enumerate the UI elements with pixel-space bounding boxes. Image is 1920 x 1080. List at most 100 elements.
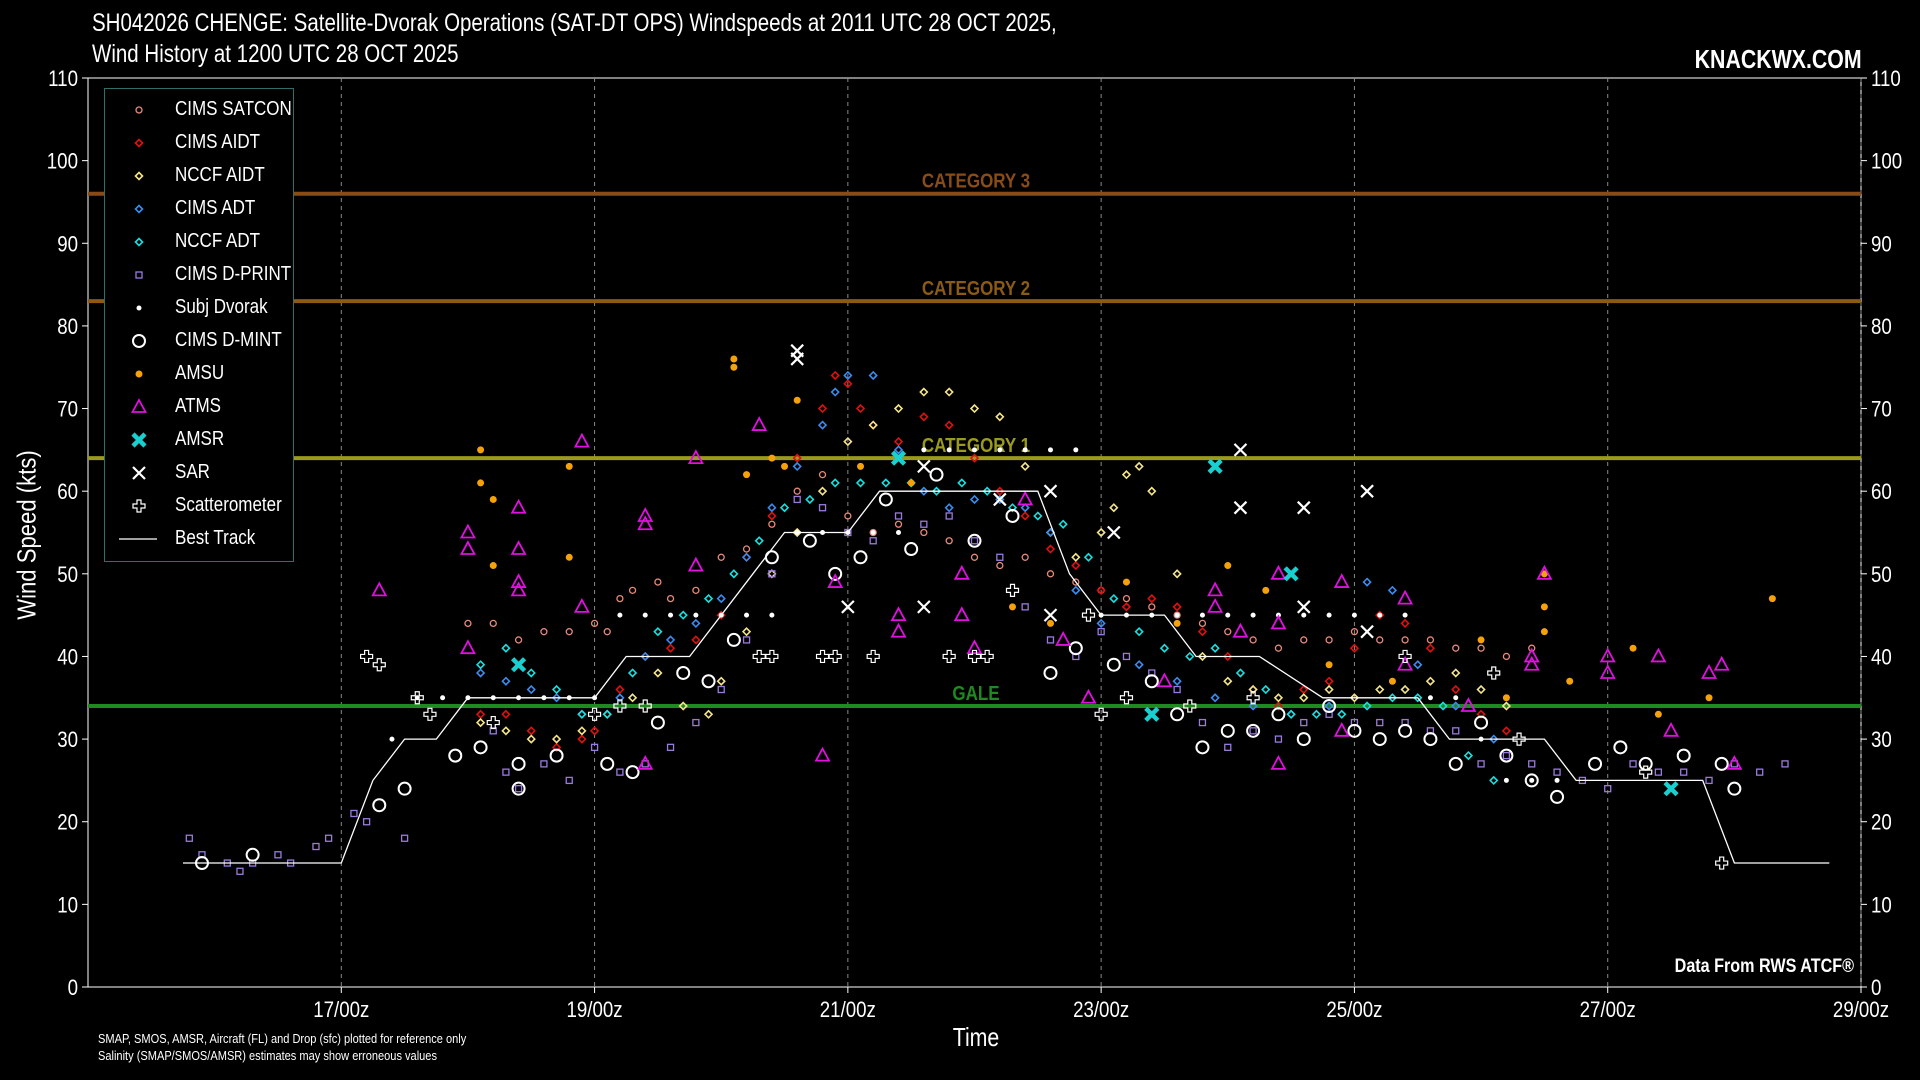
data-point	[1173, 619, 1181, 627]
data-point	[1195, 740, 1210, 755]
data-point	[1613, 740, 1628, 755]
data-point	[1072, 578, 1080, 586]
data-point	[917, 459, 931, 474]
data-point	[642, 612, 648, 618]
data-point	[1715, 856, 1729, 870]
data-point	[741, 552, 752, 562]
data-point	[730, 355, 738, 363]
data-point	[475, 717, 486, 728]
data-point	[615, 693, 625, 703]
y-tick-label-left: 40	[57, 646, 78, 670]
data-point	[577, 709, 587, 719]
data-point	[1487, 666, 1501, 680]
data-point	[1172, 676, 1182, 686]
data-point	[1337, 709, 1347, 719]
data-point	[1197, 627, 1208, 637]
data-point	[792, 453, 802, 463]
data-point	[996, 553, 1004, 561]
data-point	[907, 479, 915, 487]
legend-marker	[134, 237, 144, 247]
data-point	[1638, 756, 1653, 771]
data-point	[919, 486, 929, 496]
data-point	[764, 550, 779, 565]
data-point	[953, 564, 970, 580]
data-point	[691, 635, 701, 645]
data-point	[245, 847, 260, 862]
data-point	[1499, 748, 1514, 763]
y-tick-label-left: 90	[57, 233, 78, 257]
data-point	[549, 748, 564, 763]
data-point	[752, 649, 766, 664]
series-nccf-aidt	[475, 387, 1512, 744]
data-point	[489, 619, 497, 628]
series-amsu	[477, 355, 1776, 718]
data-point	[793, 495, 801, 504]
data-point	[857, 462, 865, 470]
data-point	[1058, 519, 1068, 529]
data-point	[904, 542, 919, 557]
data-point	[1207, 597, 1224, 613]
data-point	[459, 523, 476, 539]
data-point	[1326, 612, 1332, 618]
legend-symbol-icon	[135, 106, 143, 114]
data-point	[501, 709, 511, 719]
data-point	[573, 432, 590, 448]
data-point	[1524, 773, 1539, 788]
data-point	[371, 581, 388, 597]
data-point	[1301, 612, 1307, 618]
data-point	[1349, 693, 1360, 703]
data-point	[1650, 647, 1667, 663]
data-point	[768, 454, 776, 462]
data-point	[896, 530, 902, 535]
data-point	[969, 494, 980, 505]
data-point	[1324, 676, 1334, 686]
data-point	[1512, 732, 1526, 746]
data-point	[501, 643, 511, 653]
data-point	[1377, 612, 1383, 618]
data-point	[565, 776, 573, 785]
data-point	[1529, 777, 1535, 783]
legend-symbol-icon	[134, 237, 144, 247]
brand-label: KNACKWX.COM	[1695, 44, 1862, 74]
data-point	[921, 447, 927, 453]
data-point	[1402, 612, 1408, 618]
data-point	[1451, 684, 1461, 695]
data-point	[1283, 566, 1299, 582]
data-point	[815, 649, 830, 664]
data-point	[1376, 718, 1384, 727]
legend-item: CIMS D-MINT	[105, 324, 293, 357]
y-tick-label-right: 90	[1871, 233, 1892, 257]
data-point	[1223, 676, 1233, 686]
y-tick-label-right: 80	[1871, 316, 1892, 340]
data-point	[855, 403, 866, 414]
data-point	[1173, 685, 1181, 694]
data-point	[969, 403, 980, 414]
data-point	[929, 467, 944, 482]
data-point	[868, 420, 878, 430]
data-point	[1413, 660, 1423, 670]
series-best-track	[183, 490, 1830, 864]
data-point	[1372, 732, 1387, 747]
data-point	[628, 586, 637, 594]
series-cims-d-mint	[194, 467, 1742, 871]
data-point	[1566, 677, 1574, 685]
data-point	[274, 851, 282, 859]
legend-symbol-icon	[130, 398, 148, 413]
legend-item: Scatterometer	[105, 489, 293, 522]
data-point	[464, 619, 472, 628]
data-point	[653, 668, 663, 678]
legend-symbol-icon	[132, 499, 146, 513]
data-point	[1249, 636, 1257, 644]
data-point	[1599, 664, 1616, 679]
data-point	[1325, 661, 1333, 669]
data-point	[993, 492, 1007, 507]
data-point	[565, 553, 573, 561]
data-point	[703, 709, 714, 719]
data-point	[1588, 756, 1603, 771]
data-point	[1523, 655, 1540, 671]
data-point	[1021, 603, 1029, 611]
data-point	[841, 600, 855, 614]
data-point	[1250, 612, 1256, 618]
data-point	[1362, 701, 1372, 711]
data-point	[1714, 756, 1729, 771]
